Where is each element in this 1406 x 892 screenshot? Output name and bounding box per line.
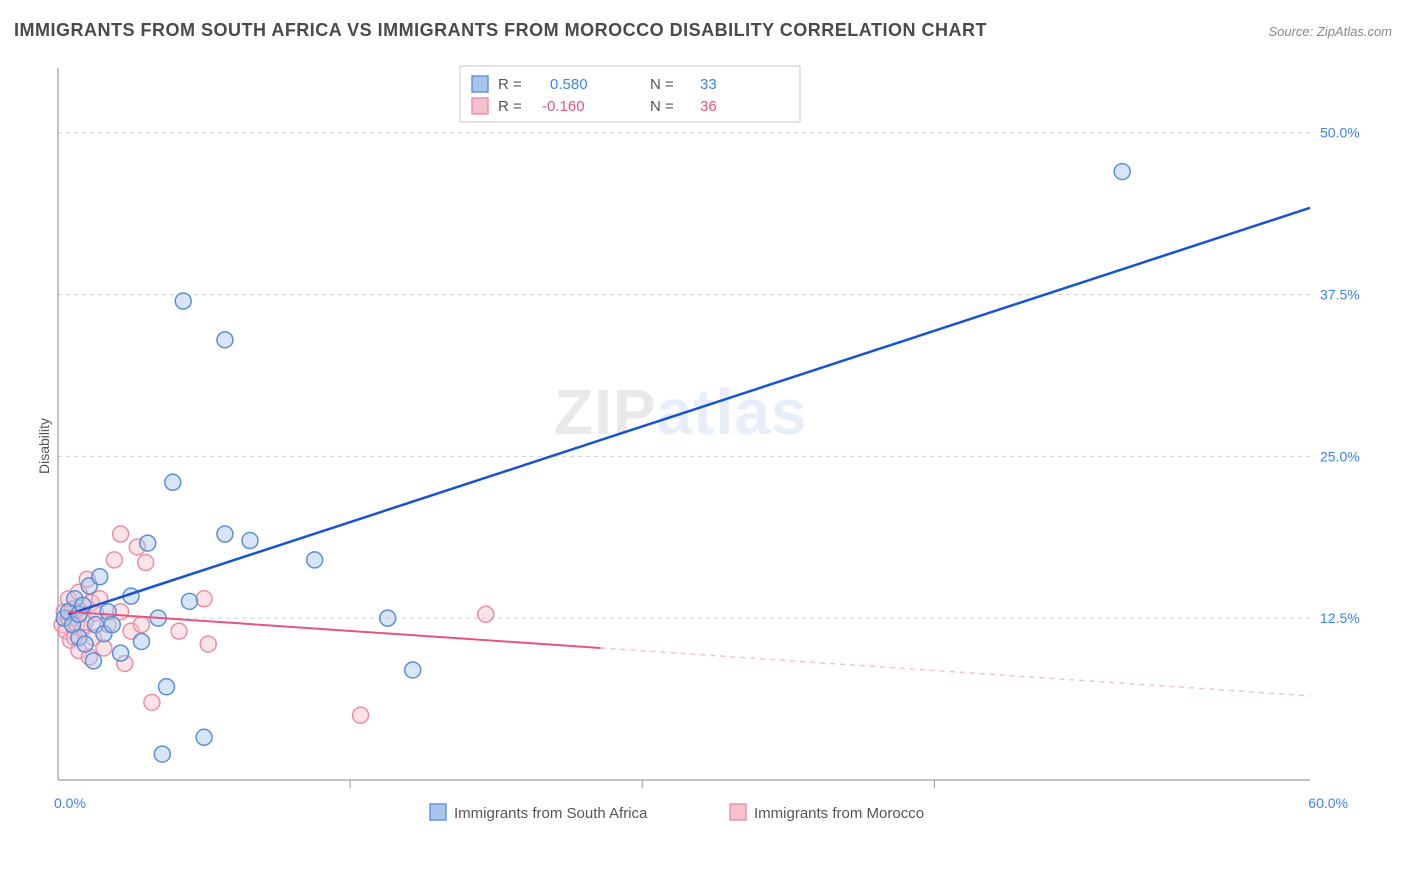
data-point [1114, 164, 1130, 180]
data-point [165, 474, 181, 490]
chart-container: IMMIGRANTS FROM SOUTH AFRICA VS IMMIGRAN… [0, 0, 1406, 892]
data-point [77, 636, 93, 652]
data-point [181, 593, 197, 609]
legend-r-pink: -0.160 [542, 98, 585, 115]
source-attribution: Source: ZipAtlas.com [1268, 24, 1392, 39]
data-point [144, 694, 160, 710]
trend-line-blue [68, 208, 1310, 614]
data-point [133, 617, 149, 633]
data-point [200, 636, 216, 652]
legend-n-blue: 33 [700, 76, 717, 93]
legend-swatch-blue [472, 76, 488, 92]
data-point [171, 623, 187, 639]
data-point [154, 746, 170, 762]
data-point [133, 633, 149, 649]
data-point [92, 569, 108, 585]
bottom-swatch-pink [730, 804, 746, 820]
data-point [196, 591, 212, 607]
x-tick-label: 60.0% [1308, 795, 1348, 811]
data-point [138, 555, 154, 571]
trend-line-pink-dashed [601, 648, 1310, 696]
data-point [140, 535, 156, 551]
scatter-chart: 12.5% 25.0% 37.5% 50.0% 0.0% 60.0% ZIPatlas R =… [50, 60, 1360, 830]
data-point [175, 293, 191, 309]
y-tick-label: 50.0% [1320, 125, 1360, 141]
data-point [353, 707, 369, 723]
data-point [405, 662, 421, 678]
data-point [196, 729, 212, 745]
data-point [85, 653, 101, 669]
legend-r-blue: 0.580 [550, 76, 588, 93]
x-tick-label: 0.0% [54, 795, 86, 811]
legend-r-label: R = [498, 98, 522, 115]
plot-area: 12.5% 25.0% 37.5% 50.0% 0.0% 60.0% ZIPatlas R =… [50, 60, 1360, 830]
y-tick-label: 12.5% [1320, 610, 1360, 626]
data-point [159, 679, 175, 695]
legend-r-label: R = [498, 76, 522, 93]
data-point [217, 526, 233, 542]
y-tick-label: 37.5% [1320, 287, 1360, 303]
data-point [113, 526, 129, 542]
data-point [242, 533, 258, 549]
data-point [478, 606, 494, 622]
watermark: ZIPatlas [554, 376, 807, 448]
data-point [104, 617, 120, 633]
bottom-swatch-blue [430, 804, 446, 820]
data-point [217, 332, 233, 348]
bottom-legend-pink: Immigrants from Morocco [754, 805, 924, 822]
y-tick-label: 25.0% [1320, 448, 1360, 464]
legend-n-label: N = [650, 76, 674, 93]
chart-title: IMMIGRANTS FROM SOUTH AFRICA VS IMMIGRAN… [14, 20, 987, 41]
data-point [307, 552, 323, 568]
legend-swatch-pink [472, 98, 488, 114]
legend-n-label: N = [650, 98, 674, 115]
data-point [113, 645, 129, 661]
legend-n-pink: 36 [700, 98, 717, 115]
data-point [380, 610, 396, 626]
bottom-legend-blue: Immigrants from South Africa [454, 805, 648, 822]
data-point [106, 552, 122, 568]
